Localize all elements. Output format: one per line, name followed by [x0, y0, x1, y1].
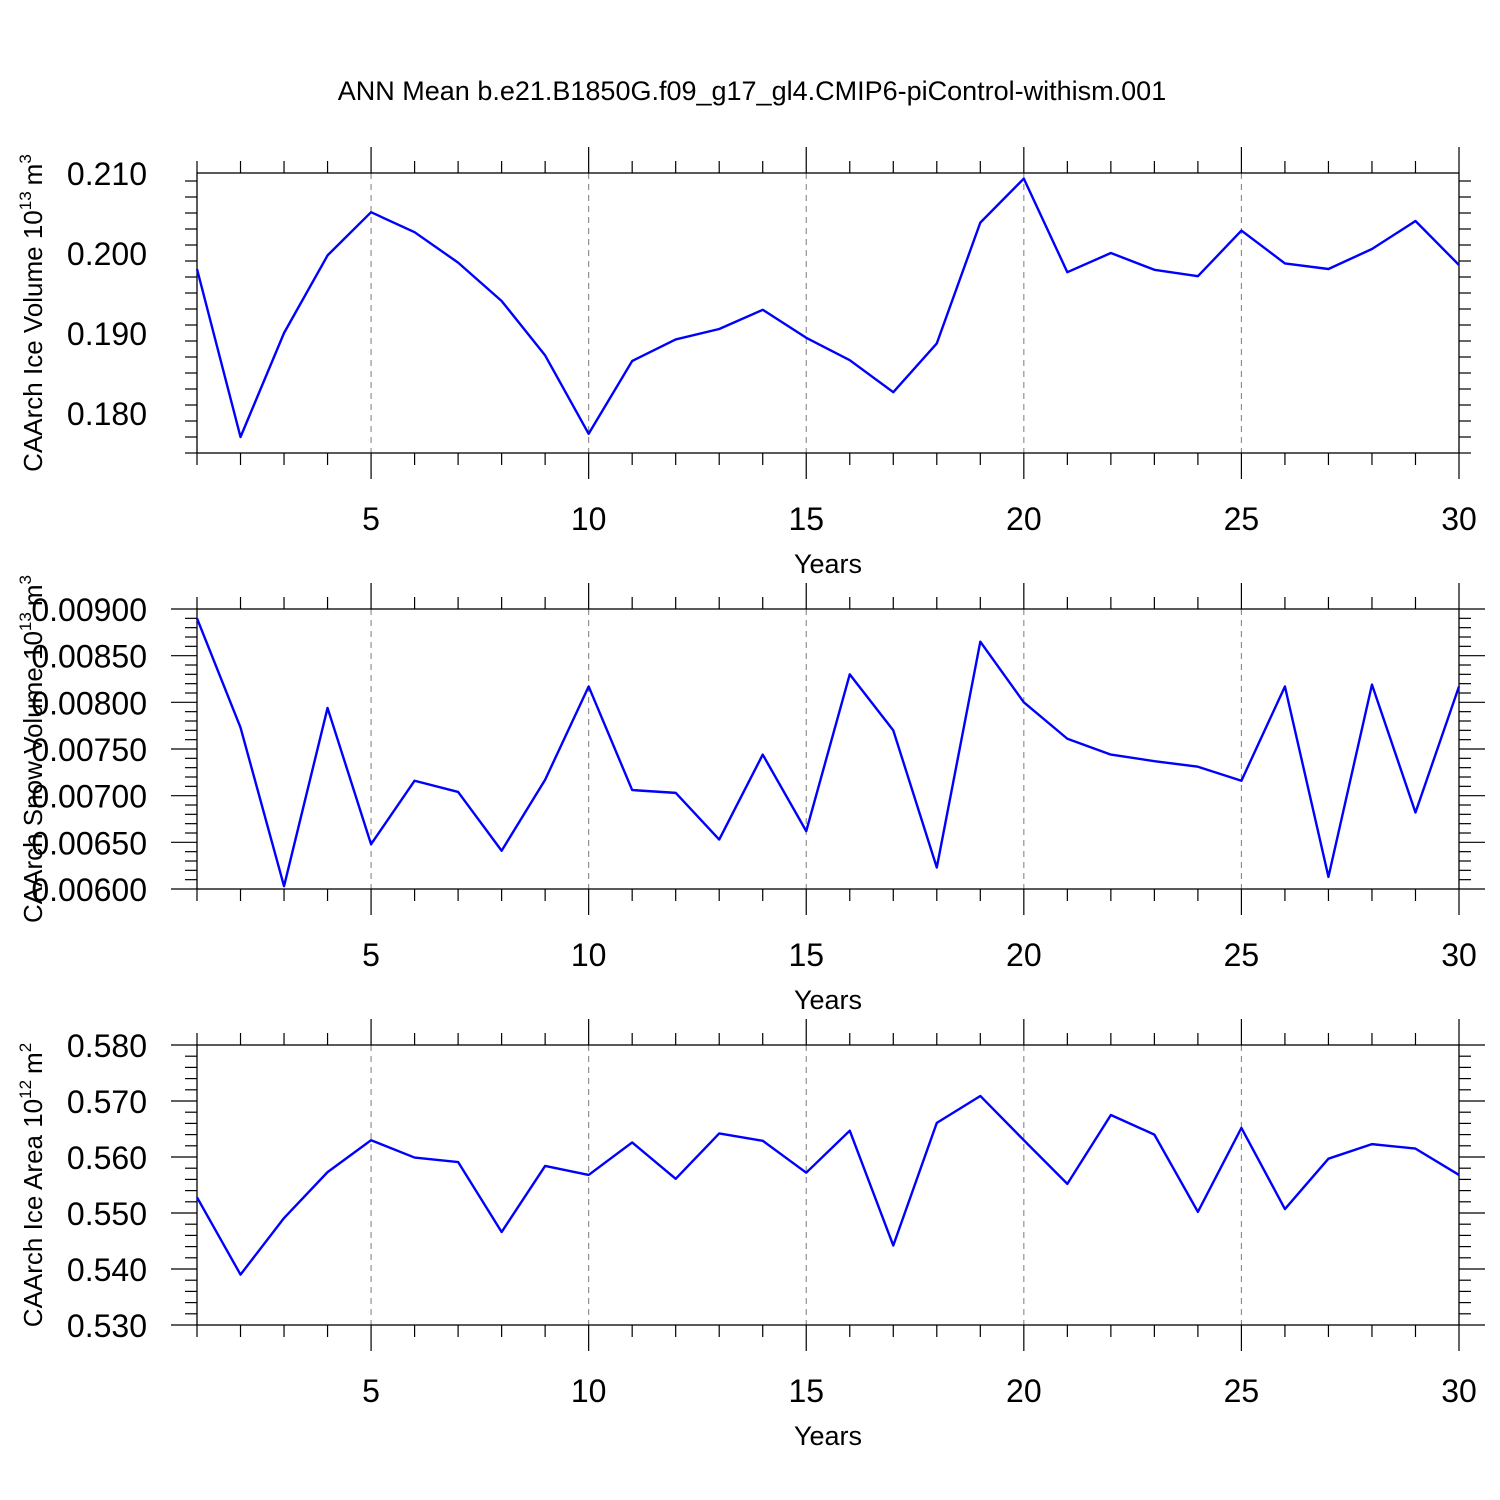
y-tick-label: 0.00750: [31, 732, 147, 768]
y-tick-label: 0.00800: [31, 685, 147, 721]
y-axis-label-unit: m: [18, 1052, 48, 1074]
y-tick-label: 0.560: [67, 1140, 147, 1176]
x-tick-label: 30: [1441, 937, 1477, 973]
panels: 5 10 15 20 25 30Years0.1800.1900.2000.210CAAr…: [16, 147, 1485, 1451]
x-axis-label: Years: [794, 1421, 862, 1451]
y-axis-label-unit: m: [18, 164, 48, 186]
y-axis-label: CAArch Snow Volume 1013 m3: [16, 575, 48, 923]
x-tick-label: 20: [1006, 501, 1042, 537]
panel-2: 5 10 15 20 25 30 Years 0.00600 0.00650 0.00700 0.0…: [16, 575, 1485, 1015]
y-axis-label-text: CAArch Snow Volume 10: [18, 631, 48, 923]
x-tick-label: 30: [1441, 501, 1477, 537]
y-axis-label-text: CAArch Ice Volume 10: [18, 210, 48, 472]
y-axis-label-unit-exponent: 3: [16, 575, 35, 584]
series-line: [195, 617, 1461, 888]
x-tick-label: 25: [1224, 501, 1260, 537]
y-axis-label-exponent: 13: [16, 612, 35, 631]
y-tick-label: 0.200: [67, 236, 147, 272]
y-axis-label-exponent: 12: [16, 1080, 35, 1099]
y-tick-label: 0.00900: [31, 592, 147, 628]
panel-1: 5 10 15 20 25 30 Years 0.180 0.190 0.200 0.210 CAAr…: [16, 147, 1477, 579]
y-axis-label-text: CAArch Ice Area 10: [18, 1099, 48, 1327]
y-axis-label-unit: m: [18, 584, 48, 606]
x-tick-label: 15: [788, 1373, 824, 1409]
series-line: [195, 177, 1460, 439]
plot-frame: [196, 172, 1460, 454]
y-axis-label: CAArch Ice Volume 1013 m3: [16, 154, 48, 472]
x-tick-label: 15: [788, 501, 824, 537]
y-axis-label-unit-exponent: 2: [16, 1043, 35, 1052]
y-axis-label: CAArch Ice Area 1012 m2: [16, 1043, 48, 1327]
series-line: [195, 1094, 1460, 1276]
x-tick-label: 30: [1441, 1373, 1477, 1409]
y-axis-label-unit-exponent: 3: [16, 154, 35, 163]
x-tick-label: 10: [571, 937, 607, 973]
y-axis-label-exponent: 13: [16, 191, 35, 210]
x-tick-label: 25: [1224, 937, 1260, 973]
y-tick-label: 0.210: [67, 156, 147, 192]
x-tick-label: 10: [571, 1373, 607, 1409]
y-tick-label: 0.180: [67, 396, 147, 432]
y-tick-label: 0.00650: [31, 825, 147, 861]
y-tick-label: 0.00850: [31, 639, 147, 675]
y-tick-label: 0.580: [67, 1028, 147, 1064]
x-axis-label: Years: [794, 549, 862, 579]
x-tick-label: 5: [362, 937, 380, 973]
x-tick-label: 20: [1006, 937, 1042, 973]
x-tick-label: 20: [1006, 1373, 1042, 1409]
y-tick-label: 0.00600: [31, 872, 147, 908]
y-tick-label: 0.540: [67, 1252, 147, 1288]
y-tick-label: 0.550: [67, 1196, 147, 1232]
x-tick-label: 5: [362, 1373, 380, 1409]
y-tick-label: 0.190: [67, 316, 147, 352]
y-tick-label: 0.570: [67, 1084, 147, 1120]
x-tick-label: 10: [571, 501, 607, 537]
x-tick-label: 25: [1224, 1373, 1260, 1409]
y-tick-label: 0.00700: [31, 779, 147, 815]
panel-3: 5 10 15 20 25 30 Years 0.530 0.540 0.550 0.560 0.57…: [16, 1019, 1485, 1451]
figure-title: ANN Mean b.e21.B1850G.f09_g17_gl4.CMIP6-…: [338, 76, 1166, 106]
x-tick-label: 5: [362, 501, 380, 537]
plot-frame: [196, 1044, 1460, 1326]
y-tick-label: 0.530: [67, 1308, 147, 1344]
x-tick-label: 15: [788, 937, 824, 973]
x-axis-label: Years: [794, 985, 862, 1015]
